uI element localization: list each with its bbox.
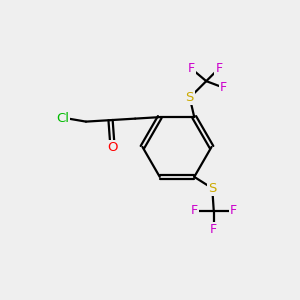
Text: S: S — [208, 182, 216, 195]
Text: S: S — [186, 91, 194, 104]
Text: F: F — [210, 223, 217, 236]
Text: Cl: Cl — [56, 112, 69, 124]
Text: O: O — [107, 141, 117, 154]
Text: F: F — [230, 204, 237, 217]
Text: F: F — [220, 81, 227, 94]
Text: F: F — [188, 62, 195, 75]
Text: F: F — [191, 204, 198, 217]
Text: F: F — [215, 62, 222, 75]
